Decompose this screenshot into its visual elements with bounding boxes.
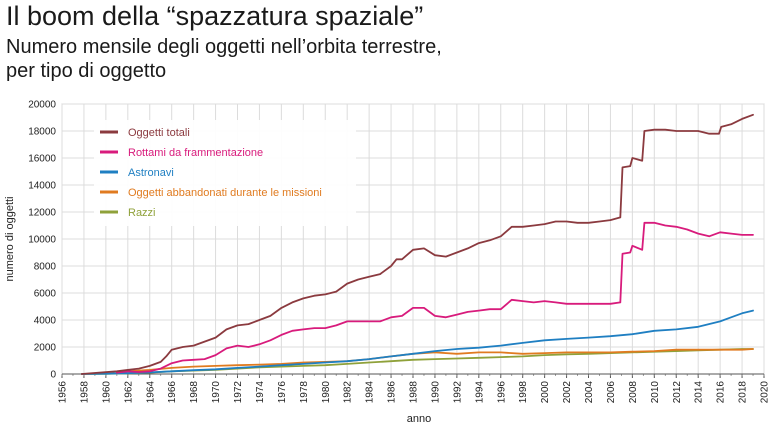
y-tick-label: 14000	[28, 181, 56, 192]
x-tick-label: 2010	[650, 381, 661, 404]
series-line-astronavi	[80, 309, 754, 375]
subtitle-line-1: Numero mensile degli oggetti nell’orbita…	[6, 36, 442, 58]
x-tick-label: 1988	[409, 381, 420, 404]
y-tick-label: 4000	[34, 316, 57, 327]
x-tick-label: 1962	[123, 381, 134, 404]
chart-title: Il boom della “spazzatura spaziale”	[6, 1, 424, 31]
x-tick-label: 2014	[694, 381, 705, 404]
x-axis-title: anno	[407, 413, 431, 425]
subtitle-line-2: per tipo di oggetto	[6, 60, 167, 82]
legend-label: Oggetti totali	[128, 127, 190, 139]
x-tick-label: 1960	[101, 381, 112, 404]
x-tick-label: 1994	[474, 381, 485, 404]
legend-box	[94, 120, 356, 226]
x-tick-label: 1974	[255, 381, 266, 404]
x-tick-label: 1958	[79, 381, 90, 404]
series-line-oggetti-totali	[80, 113, 754, 375]
x-tick-label: 1984	[365, 381, 376, 404]
series-line-rottami-da-frammentazione	[115, 221, 754, 374]
x-tick-label: 1986	[387, 381, 398, 404]
x-tick-label: 2012	[672, 381, 683, 404]
x-tick-label: 1956	[58, 381, 69, 404]
x-tick-label: 2006	[606, 381, 617, 404]
x-tick-label: 1996	[496, 381, 507, 404]
y-tick-label: 18000	[28, 127, 56, 138]
y-tick-label: 10000	[28, 235, 56, 246]
x-tick-label: 1978	[299, 381, 310, 404]
x-tick-label: 2020	[760, 381, 770, 404]
legend-label: Rottami da frammentazione	[128, 147, 263, 159]
x-tick-label: 1966	[167, 381, 178, 404]
y-tick-label: 20000	[28, 100, 56, 111]
x-tick-label: 2016	[716, 381, 727, 404]
y-tick-label: 16000	[28, 154, 56, 165]
legend-label: Astronavi	[128, 167, 174, 179]
y-tick-label: 12000	[28, 208, 56, 219]
x-tick-label: 1980	[321, 381, 332, 404]
x-tick-label: 2000	[540, 381, 551, 404]
x-tick-label: 2004	[584, 381, 595, 404]
legend-label: Oggetti abbandonati durante le missioni	[128, 187, 322, 199]
x-tick-label: 1970	[211, 381, 222, 404]
y-tick-label: 6000	[34, 289, 57, 300]
x-tick-label: 2008	[628, 381, 639, 404]
legend-label: Razzi	[128, 207, 156, 219]
x-tick-label: 1972	[233, 381, 244, 404]
y-tick-label: 0	[50, 370, 56, 381]
x-tick-label: 2018	[738, 381, 749, 404]
series-line-oggetti-abbandonati-durante-le-missioni	[115, 348, 754, 374]
chart-subtitle: Numero mensile degli oggetti nell’orbita…	[6, 35, 606, 83]
x-tick-label: 1982	[343, 381, 354, 404]
x-tick-label: 2002	[562, 381, 573, 404]
x-tick-label: 1998	[518, 381, 529, 404]
y-axis-title: numero di oggetti	[4, 197, 16, 282]
x-tick-label: 1992	[452, 381, 463, 404]
y-tick-label: 8000	[34, 262, 57, 273]
x-tick-label: 1990	[430, 381, 441, 404]
y-tick-label: 2000	[34, 343, 57, 354]
x-tick-label: 1968	[189, 381, 200, 404]
x-tick-label: 1964	[145, 381, 156, 404]
x-tick-label: 1976	[277, 381, 288, 404]
